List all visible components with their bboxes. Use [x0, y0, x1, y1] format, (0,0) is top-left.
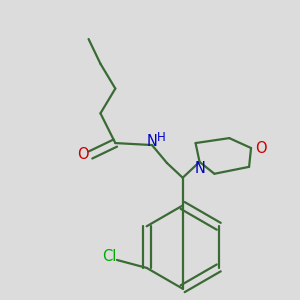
Text: Cl: Cl	[102, 248, 116, 263]
Text: N: N	[146, 134, 158, 148]
Text: N: N	[195, 161, 206, 176]
Text: O: O	[77, 148, 88, 163]
Text: O: O	[255, 140, 267, 155]
Text: H: H	[157, 130, 165, 144]
